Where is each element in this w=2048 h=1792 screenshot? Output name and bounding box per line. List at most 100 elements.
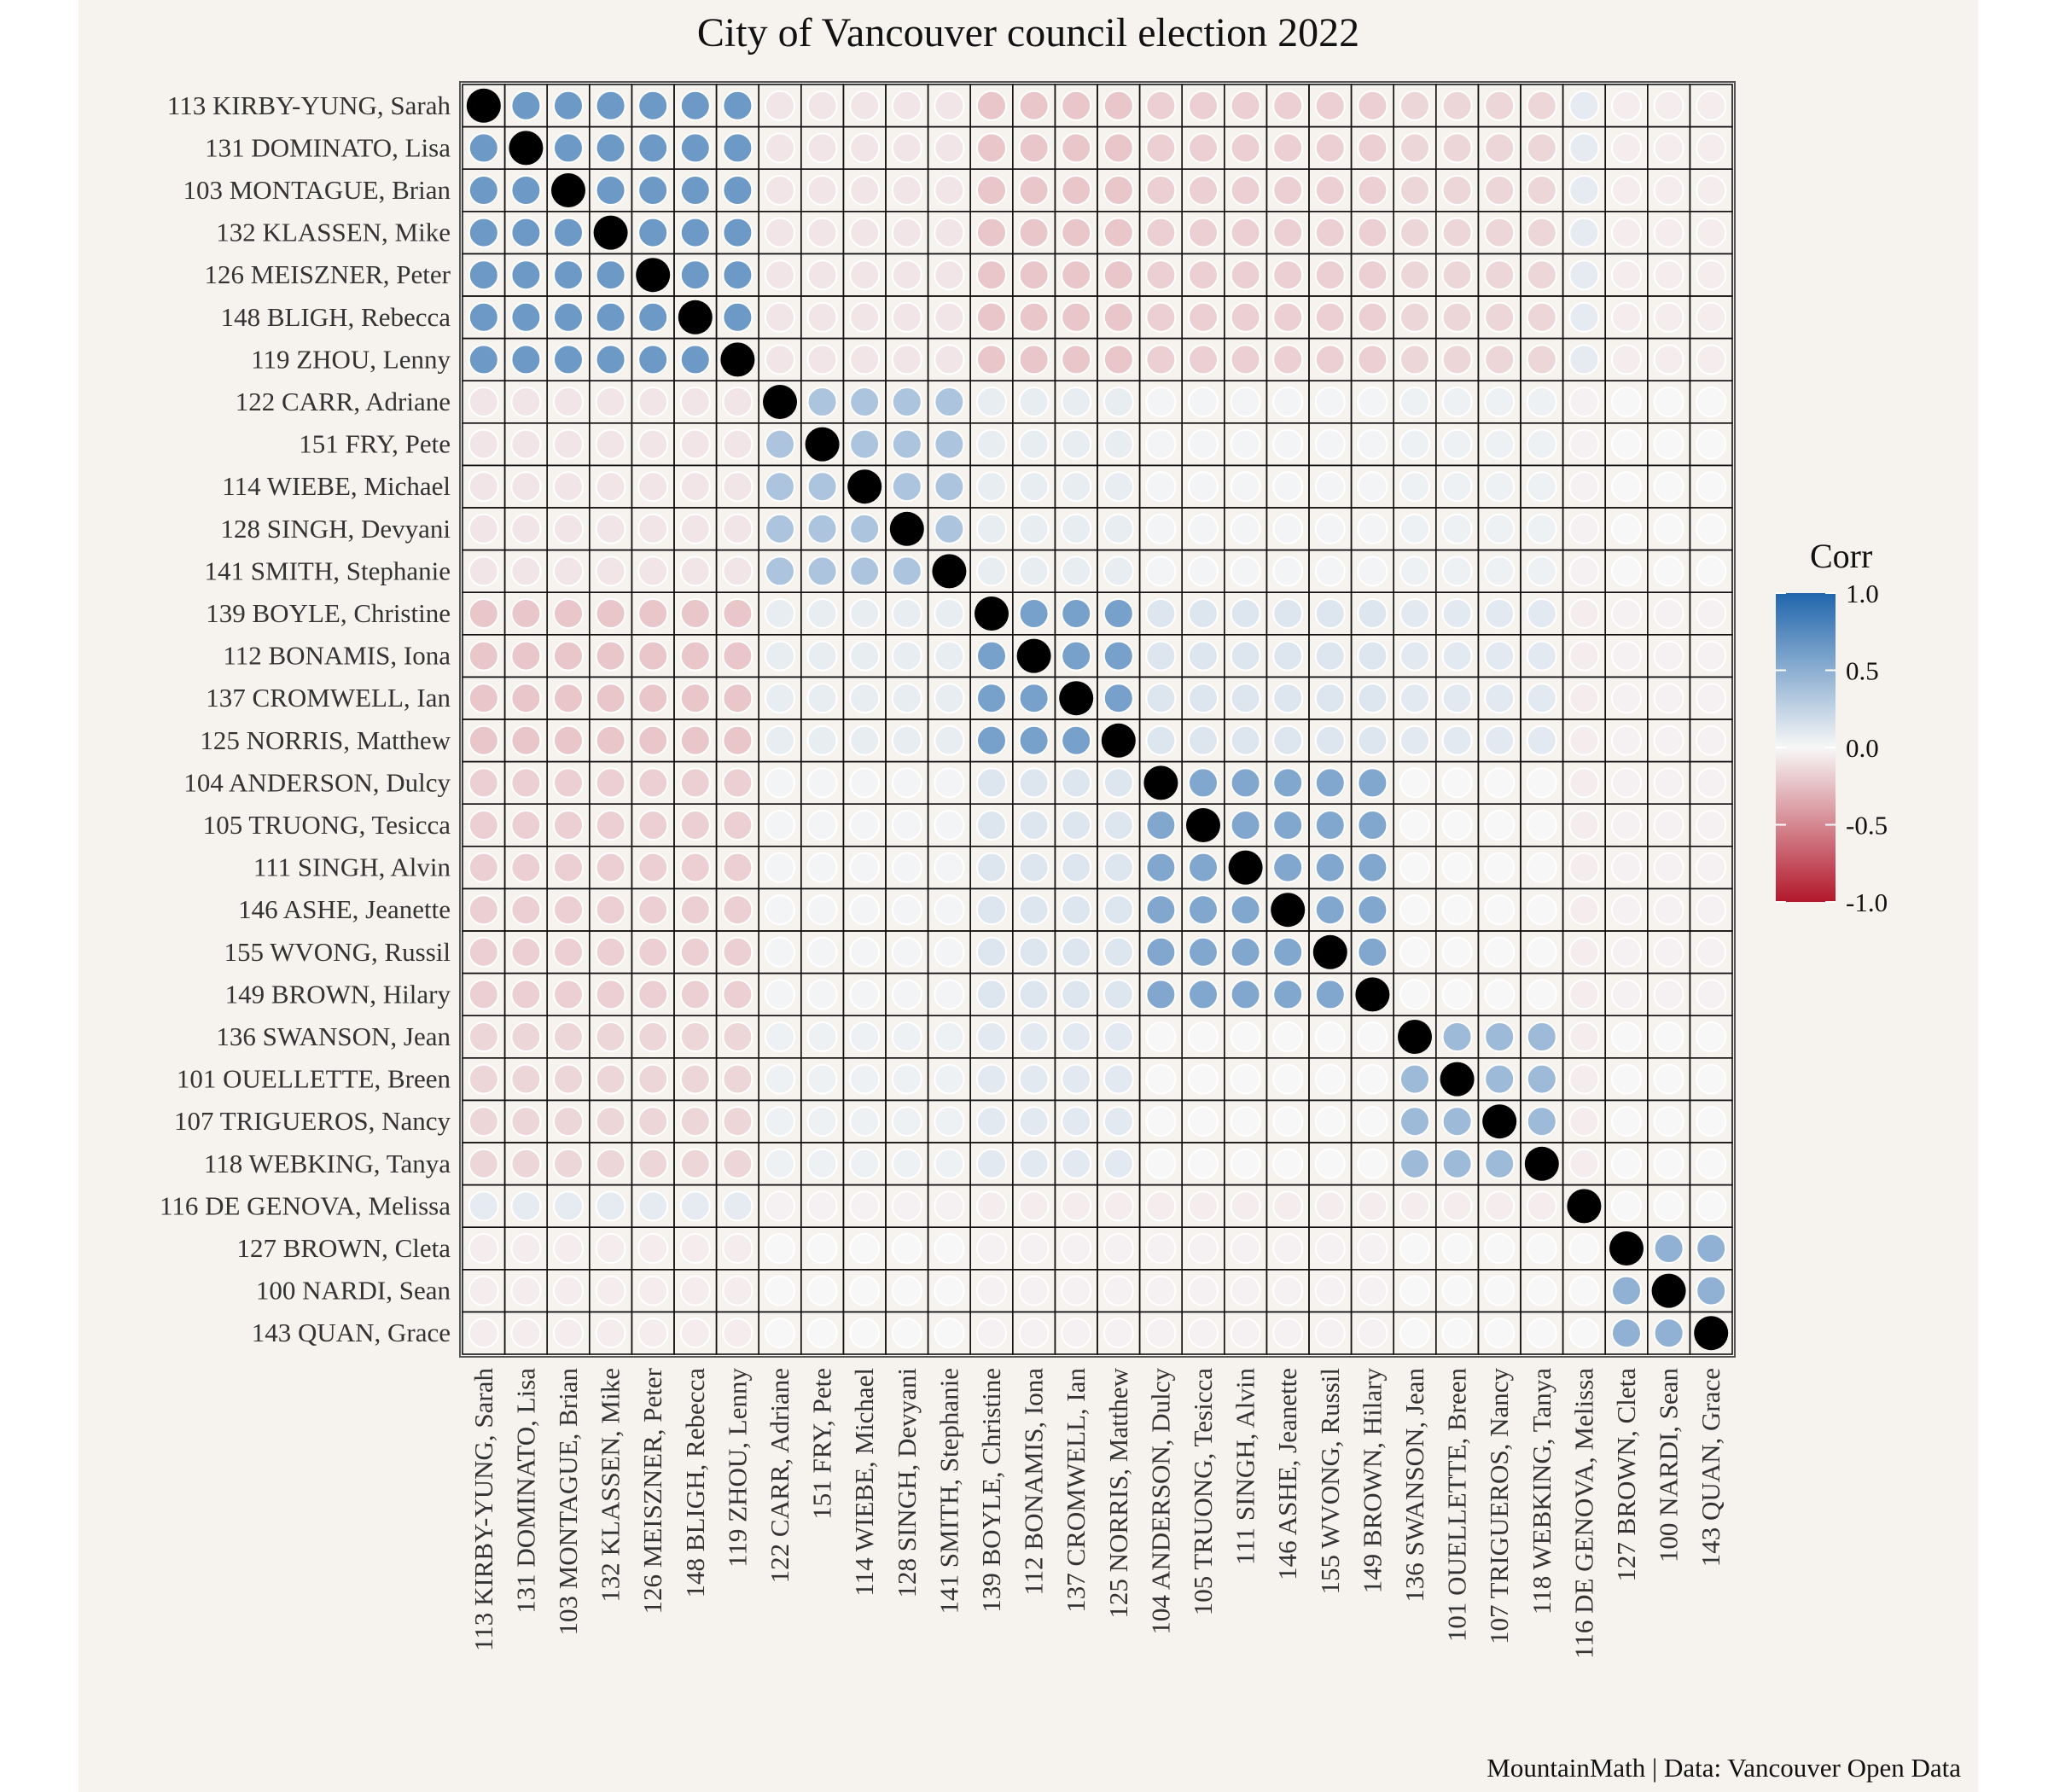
correlation-point [1399,810,1430,841]
correlation-point [1272,640,1304,672]
correlation-point [849,556,881,587]
correlation-point [1399,979,1430,1010]
correlation-point [891,810,922,841]
correlation-point [1018,1190,1050,1222]
correlation-point [976,767,1007,799]
correlation-point [595,428,626,460]
correlation-point [1061,1318,1092,1349]
correlation-point [891,556,922,587]
correlation-point [1103,598,1134,629]
correlation-point [934,1063,965,1095]
column-label: 148 BLIGH, Rebecca [680,1368,710,1598]
correlation-point [553,1021,584,1052]
correlation-point [1568,513,1600,544]
correlation-point [722,471,753,503]
correlation-point [1399,428,1430,460]
column-label: 143 QUAN, Grace [1696,1368,1725,1567]
correlation-point [1399,894,1430,926]
correlation-point [1103,1233,1134,1264]
correlation-point [891,90,922,121]
correlation-point [1611,344,1642,375]
correlation-point [1611,894,1642,926]
correlation-point [1484,894,1516,926]
correlation-point [1568,894,1600,926]
correlation-point [1357,1021,1388,1052]
row-label: 104 ANDERSON, Dulcy [183,767,451,797]
correlation-point [510,387,542,417]
correlation-point [976,936,1007,968]
correlation-point [468,979,499,1010]
correlation-point [1526,301,1557,333]
correlation-point [934,1021,965,1052]
correlation-point [510,1190,542,1222]
correlation-point [553,1063,584,1095]
column-label: 146 ASHE, Jeanette [1272,1368,1302,1580]
correlation-point [1271,893,1306,928]
correlation-point [1568,810,1600,841]
correlation-point [765,894,795,926]
correlation-point [1611,724,1642,756]
correlation-point [1611,556,1642,587]
correlation-point [1143,765,1178,800]
correlation-point [1696,217,1727,248]
correlation-point [934,598,965,629]
correlation-point [510,344,542,375]
correlation-point [1696,301,1727,333]
row-label: 151 FRY, Pete [299,429,451,459]
correlation-point [1018,683,1050,714]
correlation-point [849,428,881,460]
correlation-point [722,1106,753,1137]
row-label: 148 BLIGH, Rebecca [221,302,451,332]
correlation-point [934,724,965,756]
correlation-point [806,217,838,248]
correlation-point [1061,894,1092,926]
correlation-point [891,640,922,672]
correlation-point [1145,556,1177,587]
correlation-point [1696,175,1727,206]
correlation-point [1526,767,1557,799]
correlation-point [891,979,922,1010]
correlation-point [849,301,881,333]
correlation-point [595,175,626,206]
correlation-point [1145,936,1177,968]
correlation-point [1526,513,1557,544]
correlation-point [637,810,669,841]
correlation-point [722,724,753,756]
correlation-point [891,724,922,756]
correlation-point [1526,810,1557,841]
correlation-point [1611,387,1642,417]
correlation-point [1357,683,1388,714]
correlation-point [1653,90,1684,121]
correlation-point [1696,894,1727,926]
correlation-point [679,767,711,799]
column-label: 111 SINGH, Alvin [1231,1368,1260,1566]
correlation-point [849,1148,881,1179]
correlation-point [722,175,753,206]
correlation-point [1103,1148,1134,1179]
correlation-point [510,724,542,756]
correlation-point [1611,1190,1642,1222]
correlation-point [849,217,881,248]
correlation-point [806,175,838,206]
correlation-point [1018,513,1050,544]
correlation-point [1188,387,1219,417]
correlation-point [595,387,626,417]
correlation-point [1272,810,1304,841]
correlation-point [1653,1148,1684,1179]
correlation-point [1314,387,1346,417]
correlation-cells [459,81,1736,1358]
correlation-point [1314,767,1346,799]
correlation-point [510,1318,542,1349]
correlation-point [679,1021,711,1052]
correlation-point [510,1021,542,1052]
correlation-point [976,1318,1007,1349]
column-label: 151 FRY, Pete [807,1368,837,1520]
correlation-point [1399,344,1430,375]
correlation-point [1061,1021,1092,1052]
correlation-point [1696,1233,1727,1264]
correlation-point [891,428,922,460]
correlation-point [722,767,753,799]
correlation-point [1103,640,1134,672]
correlation-point [1018,894,1050,926]
correlation-point [1103,259,1134,291]
